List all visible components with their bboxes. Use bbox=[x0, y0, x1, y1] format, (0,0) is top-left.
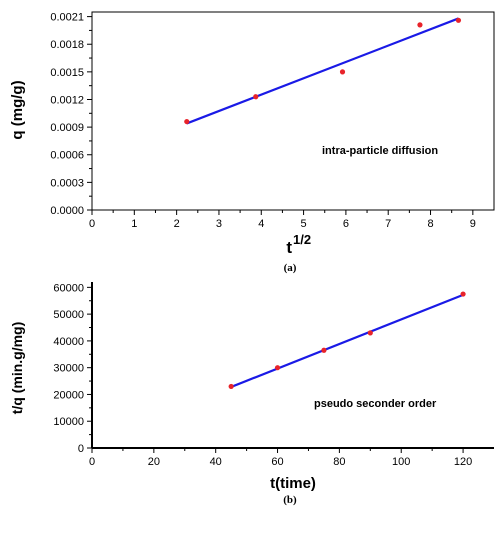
chart-b-y-tick-label: 20000 bbox=[53, 389, 84, 401]
chart-a-x-tick-label: 4 bbox=[258, 218, 264, 230]
chart-a-data-point bbox=[184, 118, 190, 125]
chart-b-y-tick-label: 0 bbox=[78, 443, 84, 455]
chart-a-x-axis-label: t bbox=[286, 238, 292, 257]
chart-b-x-tick-label: 100 bbox=[392, 456, 410, 468]
chart-a-y-tick-label: 0.0021 bbox=[50, 12, 84, 24]
chart-b-x-tick-label: 40 bbox=[210, 456, 222, 468]
chart-a-x-tick-label: 6 bbox=[343, 218, 349, 230]
chart-b-data-point bbox=[321, 347, 327, 353]
chart-b-y-tick-label: 50000 bbox=[53, 309, 84, 321]
chart-a: 0 1 2 3 4 5 6 7 8 9 0.0000 0.0003 0.0006 0.0009 0.001… bbox=[9, 11, 495, 274]
chart-b-y-tick-label: 40000 bbox=[53, 336, 84, 348]
chart-a-x-axis-label-base: t bbox=[286, 238, 292, 257]
chart-a-data-point bbox=[339, 69, 346, 75]
chart-b-annotation: pseudo seconder order bbox=[314, 398, 437, 410]
chart-a-data-point bbox=[417, 22, 423, 28]
chart-a-caption: (a) bbox=[284, 262, 297, 274]
chart-a-x-axis-label-sup: 1/2 bbox=[293, 232, 311, 247]
chart-a-x-tick-label: 1 bbox=[131, 218, 137, 230]
chart-a-x-tick-label: 9 bbox=[470, 218, 476, 230]
chart-a-y-tick-label: 0.0009 bbox=[50, 122, 84, 134]
chart-b-y-tick-label: 30000 bbox=[53, 363, 84, 375]
chart-a-y-tick-label: 0.0012 bbox=[50, 94, 84, 106]
chart-a-x-tick-label: 5 bbox=[301, 218, 307, 230]
chart-a-y-tick-label: 0.0006 bbox=[50, 150, 84, 162]
chart-b-y-tick-label: 60000 bbox=[53, 282, 84, 294]
chart-a-y-tick-label: 0.0018 bbox=[50, 39, 84, 51]
chart-a-y-tick-label: 0.0015 bbox=[50, 67, 84, 79]
chart-a-plot-frame bbox=[91, 11, 495, 211]
chart-a-y-axis-label: q (mg/g) bbox=[9, 80, 26, 139]
chart-b-x-tick-label: 0 bbox=[89, 456, 95, 468]
chart-b-fit-line bbox=[230, 293, 464, 388]
chart-a-x-tick-label: 7 bbox=[385, 218, 391, 230]
chart-b-x-tick-label: 120 bbox=[454, 456, 472, 468]
chart-a-data-point bbox=[455, 17, 462, 23]
chart-a-fit-line bbox=[186, 17, 459, 125]
chart-b-data-point bbox=[228, 383, 234, 390]
chart-b-data-point bbox=[274, 365, 281, 371]
chart-b-x-tick-label: 60 bbox=[271, 456, 283, 468]
chart-b-x-tick-label: 20 bbox=[148, 456, 160, 468]
chart-b-x-tick-label: 80 bbox=[333, 456, 345, 468]
chart-b-y-axis-label: t/q (min.g/mg) bbox=[9, 322, 25, 415]
chart-a-x-tick-label: 3 bbox=[216, 218, 222, 230]
chart-b-data-point bbox=[367, 330, 373, 336]
chart-a-data-point bbox=[253, 94, 259, 100]
chart-b-y-tick-label: 10000 bbox=[53, 416, 84, 428]
chart-b: 0 20 40 60 80 100 120 0 10000 20000 30000 40000 500… bbox=[9, 282, 494, 506]
chart-a-x-tick-label: 0 bbox=[89, 218, 95, 230]
chart-a-x-tick-label: 8 bbox=[427, 218, 433, 230]
chart-a-y-tick-label: 0.0000 bbox=[50, 205, 84, 217]
chart-b-caption: (b) bbox=[283, 494, 297, 506]
chart-a-y-tick-label: 0.0003 bbox=[50, 177, 84, 189]
chart-b-x-axis-label: t(time) bbox=[270, 475, 316, 492]
chart-b-data-point bbox=[460, 291, 466, 297]
chart-a-annotation: intra-particle diffusion bbox=[322, 145, 438, 157]
chart-a-x-tick-label: 2 bbox=[174, 218, 180, 230]
